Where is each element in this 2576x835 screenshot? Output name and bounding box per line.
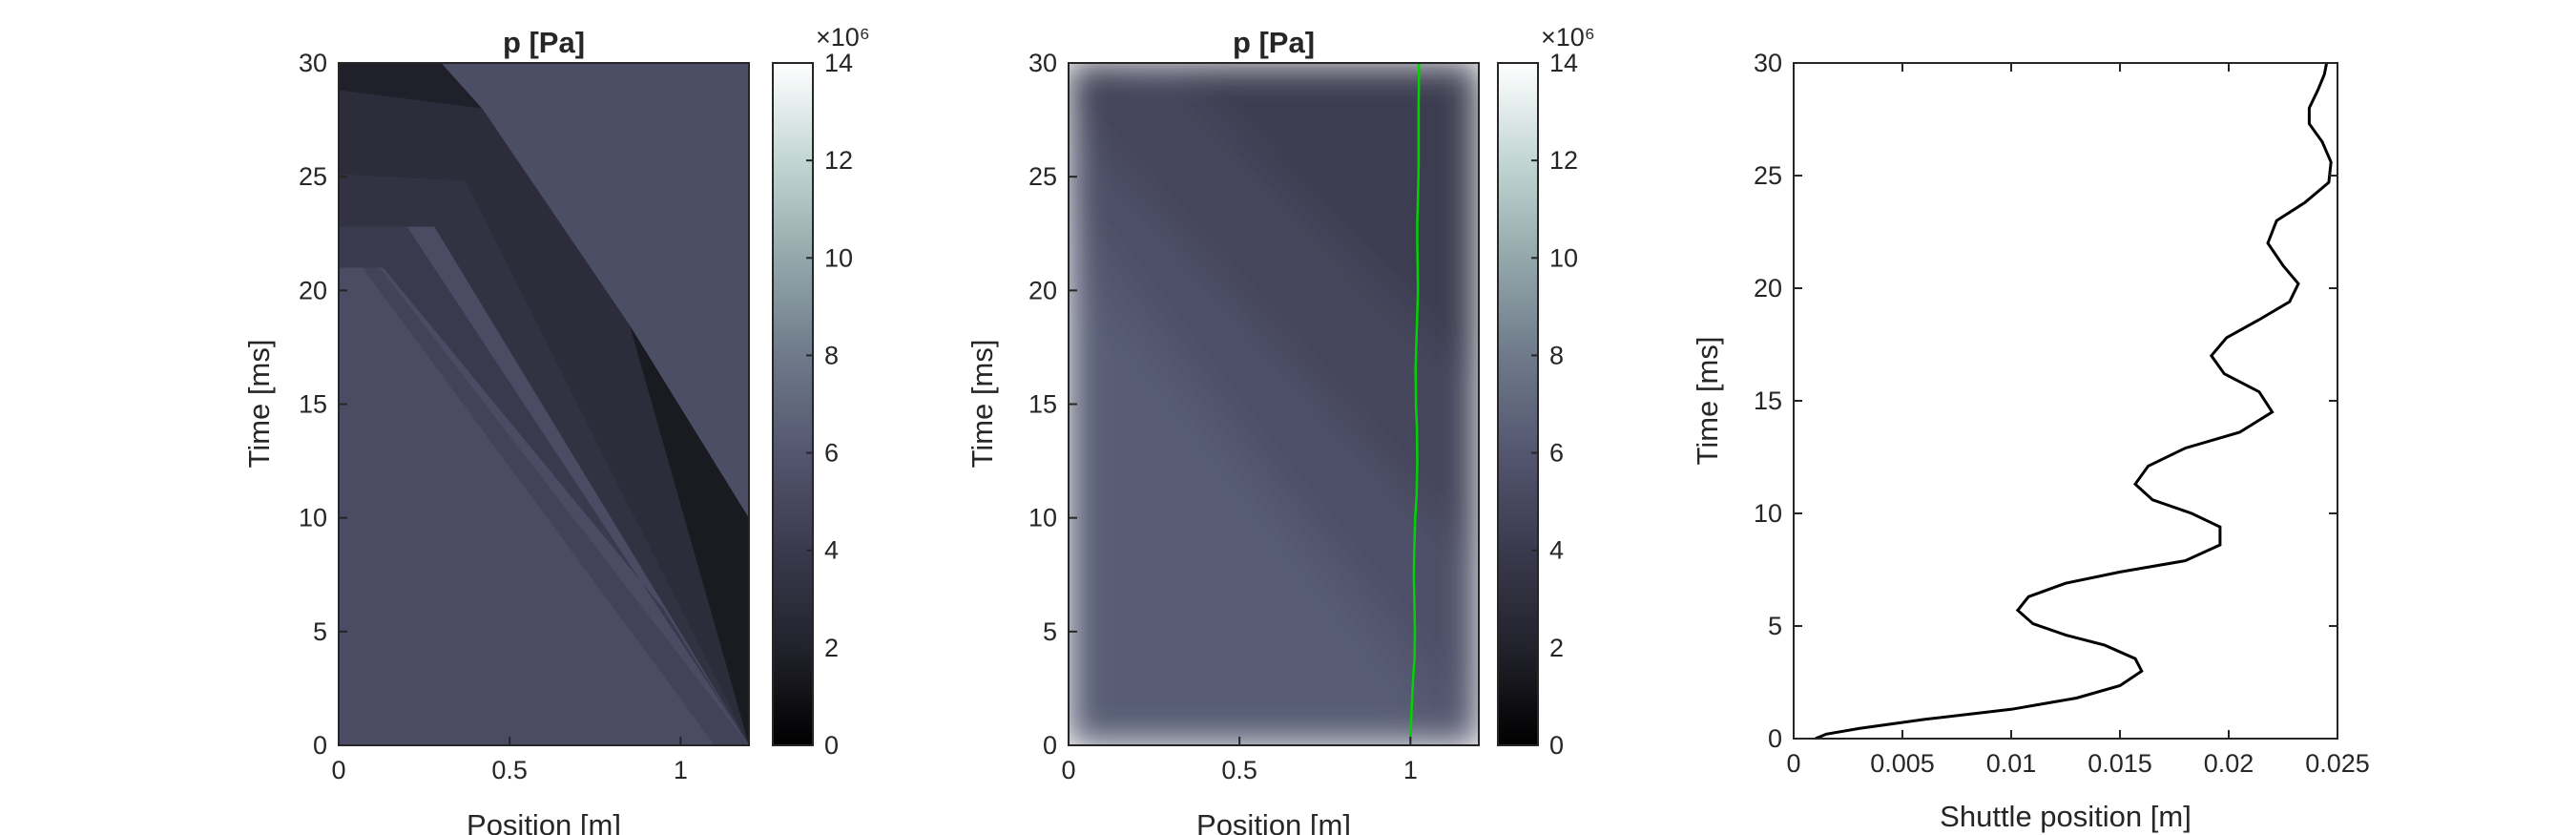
y-tick-label: 15 bbox=[299, 390, 327, 419]
y-tick-label: 20 bbox=[299, 276, 327, 304]
y-tick-label: 30 bbox=[299, 49, 327, 77]
y-axis-ticks: 0 5 10 15 20 25 30 bbox=[299, 49, 347, 760]
contour-region bbox=[1069, 63, 1154, 86]
x-tick-label: 0.5 bbox=[1221, 756, 1257, 784]
y-tick-label: 30 bbox=[1754, 49, 1782, 77]
contour-region bbox=[339, 90, 749, 746]
y-tick-label: 0 bbox=[1043, 731, 1057, 760]
y-tick-label: 20 bbox=[1754, 274, 1782, 303]
y-tick-label: 15 bbox=[1754, 386, 1782, 415]
x-tick-label: 0 bbox=[1061, 756, 1075, 784]
y-axis-label: Time [ms] bbox=[242, 340, 276, 469]
y-tick-label: 0 bbox=[1768, 724, 1782, 753]
x-axis-label: Position [m] bbox=[467, 808, 621, 835]
shuttle-position-series-line bbox=[1815, 62, 2333, 741]
plot-frame bbox=[1793, 62, 2338, 740]
contour-region bbox=[1075, 63, 1479, 382]
colorbar-ticks: 0 2 4 6 8 10 12 14 bbox=[1531, 49, 1578, 760]
colorbar-tick-label: 14 bbox=[824, 49, 853, 77]
contour-region bbox=[339, 63, 483, 109]
x-axis-ticks: 0 0.005 0.01 0.015 0.02 0.025 bbox=[1786, 63, 2370, 778]
x-tick-label: 0.015 bbox=[2088, 749, 2152, 778]
x-tick-label: 0.025 bbox=[2305, 749, 2370, 778]
plot-title: p [Pa] bbox=[503, 26, 585, 59]
contour-regions bbox=[339, 63, 749, 746]
x-tick-label: 1 bbox=[674, 756, 688, 784]
colorbar-tick-label: 14 bbox=[1549, 49, 1578, 77]
y-axis-label: Time [ms] bbox=[966, 340, 999, 469]
colorbar-1: 0 2 4 6 8 10 12 14 ×10⁶ bbox=[772, 23, 870, 760]
colorbar-tick-label: 2 bbox=[824, 634, 839, 662]
x-tick-label: 0 bbox=[1786, 749, 1800, 778]
y-axis-label: Time [ms] bbox=[1691, 337, 1724, 466]
y-tick-label: 10 bbox=[299, 504, 327, 532]
colorbar-tick-label: 6 bbox=[824, 439, 839, 468]
colorbar-gradient bbox=[772, 62, 814, 746]
colorbar-tick-label: 10 bbox=[824, 243, 853, 272]
colorbar-exponent-label: ×10⁶ bbox=[1541, 23, 1595, 52]
colorbar-exponent-label: ×10⁶ bbox=[816, 23, 870, 52]
colorbar-tick-label: 8 bbox=[1549, 341, 1564, 369]
colorbar-tick-label: 2 bbox=[1549, 634, 1564, 662]
colorbar-tick-label: 12 bbox=[824, 146, 853, 175]
x-tick-label: 1 bbox=[1403, 756, 1418, 784]
x-tick-label: 0 bbox=[331, 756, 345, 784]
y-tick-label: 25 bbox=[299, 162, 327, 191]
colorbar-gradient bbox=[1497, 62, 1539, 746]
y-tick-label: 15 bbox=[1028, 390, 1057, 419]
plot-title: p [Pa] bbox=[1233, 26, 1315, 59]
y-axis-ticks: 0 5 10 15 20 25 30 bbox=[1754, 49, 2337, 753]
y-tick-label: 10 bbox=[1754, 499, 1782, 528]
x-axis-ticks: 0 0.5 1 bbox=[1061, 737, 1418, 784]
shuttle-position-plot: 0 0.005 0.01 0.015 0.02 0.025 0 5 10 15 20 25 30 Sh… bbox=[1691, 49, 2370, 833]
contour-region bbox=[629, 324, 749, 745]
shuttle-trajectory-line bbox=[1409, 62, 1421, 741]
y-tick-label: 10 bbox=[1028, 504, 1057, 532]
colorbar-tick-label: 12 bbox=[1549, 146, 1578, 175]
y-tick-label: 5 bbox=[1043, 617, 1057, 646]
x-tick-label: 0.02 bbox=[2204, 749, 2254, 778]
colorbar-tick-label: 8 bbox=[824, 341, 839, 369]
y-tick-label: 5 bbox=[313, 617, 327, 646]
y-tick-label: 20 bbox=[1028, 276, 1057, 304]
y-axis-ticks: 0 5 10 15 20 25 30 bbox=[1028, 49, 1077, 760]
x-axis-ticks: 0 0.5 1 bbox=[331, 737, 688, 784]
y-tick-label: 0 bbox=[313, 731, 327, 760]
y-tick-label: 25 bbox=[1028, 162, 1057, 191]
y-tick-label: 25 bbox=[1754, 161, 1782, 190]
colorbar-2: 0 2 4 6 8 10 12 14 ×10⁶ bbox=[1497, 23, 1595, 760]
colorbar-tick-label: 0 bbox=[1549, 731, 1564, 760]
colorbar-tick-label: 6 bbox=[1549, 439, 1564, 468]
x-tick-label: 0.01 bbox=[1986, 749, 2037, 778]
colorbar-tick-label: 0 bbox=[824, 731, 839, 760]
colorbar-tick-label: 4 bbox=[824, 536, 839, 565]
x-tick-label: 0.005 bbox=[1870, 749, 1935, 778]
contour-regions bbox=[1069, 63, 1479, 745]
colorbar-tick-label: 10 bbox=[1549, 243, 1578, 272]
colorbar-ticks: 0 2 4 6 8 10 12 14 bbox=[806, 49, 853, 760]
contour-region bbox=[363, 267, 749, 745]
y-tick-label: 30 bbox=[1028, 49, 1057, 77]
y-tick-label: 5 bbox=[1768, 612, 1782, 640]
x-axis-label: Shuttle position [m] bbox=[1940, 800, 2192, 833]
x-tick-label: 0.5 bbox=[491, 756, 528, 784]
x-axis-label: Position [m] bbox=[1196, 808, 1351, 835]
contour-region bbox=[441, 63, 749, 518]
colorbar-tick-label: 4 bbox=[1549, 536, 1564, 565]
